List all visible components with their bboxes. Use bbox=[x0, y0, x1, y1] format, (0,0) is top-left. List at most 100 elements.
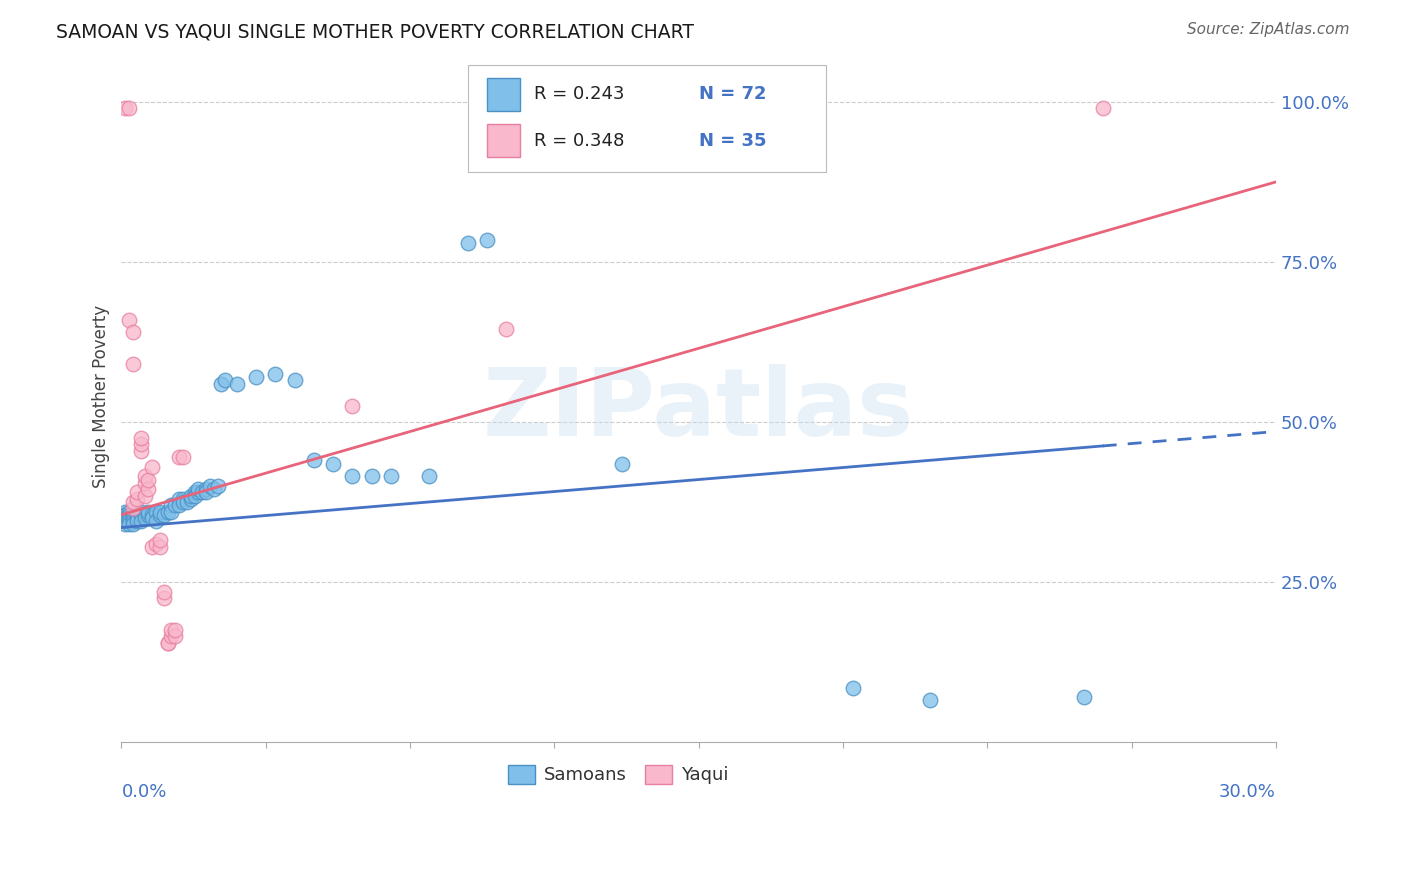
Point bbox=[475, 233, 498, 247]
Point bbox=[918, 693, 941, 707]
Point bbox=[118, 508, 141, 522]
Point bbox=[141, 540, 163, 554]
Point bbox=[180, 491, 202, 506]
Point bbox=[167, 491, 190, 506]
Point bbox=[118, 517, 141, 532]
Point bbox=[264, 367, 287, 381]
Point bbox=[380, 469, 402, 483]
Point bbox=[165, 623, 187, 637]
Point bbox=[360, 469, 382, 483]
Point bbox=[134, 469, 156, 483]
Point bbox=[138, 504, 160, 518]
Point bbox=[138, 473, 160, 487]
Point bbox=[122, 501, 145, 516]
Point bbox=[114, 504, 136, 518]
Point bbox=[114, 517, 136, 532]
Point bbox=[183, 489, 205, 503]
Point bbox=[138, 508, 160, 522]
Legend: Samoans, Yaqui: Samoans, Yaqui bbox=[501, 758, 735, 792]
Point bbox=[1073, 690, 1095, 705]
Text: R = 0.348: R = 0.348 bbox=[534, 131, 624, 150]
Point bbox=[122, 514, 145, 528]
Point bbox=[160, 498, 183, 512]
Point bbox=[211, 376, 233, 391]
Point bbox=[114, 514, 136, 528]
Point bbox=[225, 376, 247, 391]
Point bbox=[156, 636, 179, 650]
Text: SAMOAN VS YAQUI SINGLE MOTHER POVERTY CORRELATION CHART: SAMOAN VS YAQUI SINGLE MOTHER POVERTY CO… bbox=[56, 22, 695, 41]
Point bbox=[495, 322, 517, 336]
Point bbox=[160, 629, 183, 643]
Point bbox=[114, 511, 136, 525]
Text: ZIPatlas: ZIPatlas bbox=[484, 364, 914, 456]
Point bbox=[207, 479, 229, 493]
Point bbox=[138, 482, 160, 496]
Point bbox=[198, 479, 221, 493]
Point bbox=[125, 508, 148, 522]
Point bbox=[145, 536, 167, 550]
Point bbox=[149, 504, 172, 518]
Point bbox=[167, 498, 190, 512]
Point bbox=[149, 533, 172, 548]
Point bbox=[202, 482, 225, 496]
Point bbox=[610, 457, 633, 471]
Point bbox=[118, 312, 141, 326]
Point bbox=[167, 450, 190, 464]
Point bbox=[187, 485, 209, 500]
Point bbox=[152, 508, 174, 522]
Point bbox=[129, 504, 152, 518]
Point bbox=[145, 504, 167, 518]
Point bbox=[122, 517, 145, 532]
Point bbox=[149, 540, 172, 554]
Point bbox=[191, 485, 214, 500]
Point bbox=[342, 399, 364, 413]
Point bbox=[841, 681, 863, 695]
Point bbox=[114, 101, 136, 115]
Point bbox=[152, 584, 174, 599]
Point bbox=[125, 514, 148, 528]
Point bbox=[149, 508, 172, 522]
Point bbox=[129, 443, 152, 458]
Point bbox=[141, 459, 163, 474]
Point bbox=[125, 504, 148, 518]
FancyBboxPatch shape bbox=[488, 78, 520, 111]
Point bbox=[122, 504, 145, 518]
Point bbox=[156, 504, 179, 518]
Point bbox=[118, 101, 141, 115]
Point bbox=[122, 511, 145, 525]
Point bbox=[176, 495, 198, 509]
Point bbox=[122, 508, 145, 522]
Point bbox=[165, 498, 187, 512]
Point bbox=[122, 326, 145, 340]
Point bbox=[457, 235, 479, 250]
Point bbox=[129, 508, 152, 522]
Point bbox=[187, 482, 209, 496]
Point bbox=[284, 373, 307, 387]
Point bbox=[342, 469, 364, 483]
Point bbox=[152, 591, 174, 605]
Point bbox=[160, 504, 183, 518]
Point bbox=[125, 491, 148, 506]
Point bbox=[134, 508, 156, 522]
Point bbox=[145, 514, 167, 528]
Point bbox=[114, 508, 136, 522]
Point bbox=[156, 636, 179, 650]
Point bbox=[134, 489, 156, 503]
Point bbox=[180, 489, 202, 503]
Point bbox=[141, 511, 163, 525]
Y-axis label: Single Mother Poverty: Single Mother Poverty bbox=[93, 305, 110, 488]
Point bbox=[122, 495, 145, 509]
Point bbox=[134, 511, 156, 525]
Point bbox=[302, 453, 325, 467]
Point bbox=[125, 511, 148, 525]
Point bbox=[114, 508, 136, 522]
Point bbox=[134, 475, 156, 490]
FancyBboxPatch shape bbox=[488, 124, 520, 157]
Point bbox=[129, 437, 152, 451]
Text: R = 0.243: R = 0.243 bbox=[534, 86, 624, 103]
Point bbox=[160, 623, 183, 637]
Point bbox=[214, 373, 236, 387]
Text: N = 35: N = 35 bbox=[699, 131, 766, 150]
Point bbox=[195, 485, 218, 500]
Text: N = 72: N = 72 bbox=[699, 86, 766, 103]
